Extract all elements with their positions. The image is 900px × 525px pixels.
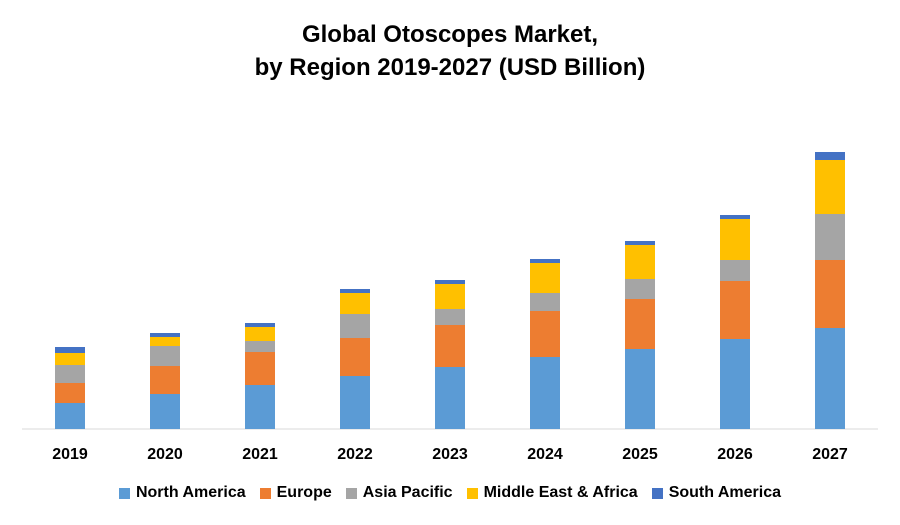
bar-2025-europe xyxy=(625,299,655,349)
bar-2023-europe xyxy=(435,325,465,367)
legend-item-asia-pacific: Asia Pacific xyxy=(345,484,453,502)
legend-label: Europe xyxy=(276,484,332,501)
bar-2022-south-america xyxy=(340,289,370,293)
bar-2019-middle-east-africa xyxy=(55,353,85,365)
legend-item-europe: Europe xyxy=(259,484,332,502)
bar-2027-south-america xyxy=(815,152,845,160)
bar-2027-europe xyxy=(815,260,845,328)
chart-title-line-1: Global Otoscopes Market, xyxy=(301,21,599,48)
legend-label: North America xyxy=(135,484,246,501)
legend-swatch xyxy=(259,487,271,499)
legend-swatch xyxy=(118,487,130,499)
bar-2019-europe xyxy=(55,383,85,403)
bar-2021-asia-pacific xyxy=(245,341,275,352)
legend-item-middle-east-africa: Middle East & Africa xyxy=(466,484,638,502)
bar-2026-europe xyxy=(720,281,750,339)
bar-2021-south-america xyxy=(245,323,275,327)
legend-item-north-america: North America xyxy=(118,484,246,502)
legend-label: Asia Pacific xyxy=(362,484,453,501)
bar-2024-middle-east-africa xyxy=(530,263,560,293)
bar-2020-south-america xyxy=(150,333,180,337)
bar-2024-north-america xyxy=(530,357,560,429)
x-tick-2019: 2019 xyxy=(52,446,88,463)
bar-2023-asia-pacific xyxy=(435,309,465,325)
legend-swatch xyxy=(651,487,663,499)
legend-item-south-america: South America xyxy=(651,484,782,502)
bar-2020-middle-east-africa xyxy=(150,337,180,346)
legend-swatch xyxy=(466,487,478,499)
bar-2026-middle-east-africa xyxy=(720,219,750,260)
legend-swatch xyxy=(345,487,357,499)
bar-2021-europe xyxy=(245,352,275,385)
bar-2020-north-america xyxy=(150,394,180,429)
x-tick-2025: 2025 xyxy=(622,446,658,463)
bar-2019-asia-pacific xyxy=(55,365,85,383)
bar-2019-north-america xyxy=(55,403,85,429)
bar-2027-middle-east-africa xyxy=(815,160,845,214)
bar-2022-asia-pacific xyxy=(340,314,370,338)
x-tick-labels: 2019 2020 2021 2022 2023 2024 2025 2026 2027 xyxy=(52,446,848,463)
x-tick-2026: 2026 xyxy=(717,446,753,463)
bar-2021-north-america xyxy=(245,385,275,429)
bar-2024-south-america xyxy=(530,259,560,263)
bar-2019-south-america xyxy=(55,347,85,353)
bar-2022-north-america xyxy=(340,376,370,429)
x-tick-2022: 2022 xyxy=(337,446,373,463)
bar-2025-middle-east-africa xyxy=(625,245,655,279)
bar-2026-asia-pacific xyxy=(720,260,750,281)
bar-2027-north-america xyxy=(815,328,845,429)
bar-2027-asia-pacific xyxy=(815,214,845,260)
bar-2025-south-america xyxy=(625,241,655,245)
bar-2025-asia-pacific xyxy=(625,279,655,299)
bar-2020-europe xyxy=(150,366,180,394)
bar-2025-north-america xyxy=(625,349,655,429)
bar-2022-europe xyxy=(340,338,370,376)
chart-title: Global Otoscopes Market, by Region 2019-… xyxy=(0,18,900,84)
bar-2020-asia-pacific xyxy=(150,346,180,366)
x-tick-2020: 2020 xyxy=(147,446,183,463)
x-tick-2023: 2023 xyxy=(432,446,468,463)
bar-2022-middle-east-africa xyxy=(340,293,370,314)
x-tick-2024: 2024 xyxy=(527,446,563,463)
bar-2021-middle-east-africa xyxy=(245,327,275,341)
legend: North America Europe Asia Pacific Middle Ea… xyxy=(0,484,900,502)
bar-2023-north-america xyxy=(435,367,465,429)
legend-label: South America xyxy=(668,484,782,501)
bars-group xyxy=(55,152,845,429)
legend-label: Middle East & Africa xyxy=(483,484,638,501)
bar-2026-south-america xyxy=(720,215,750,219)
bar-2024-europe xyxy=(530,311,560,357)
x-tick-2027: 2027 xyxy=(812,446,848,463)
bar-2023-middle-east-africa xyxy=(435,284,465,309)
chart-title-line-2: by Region 2019-2027 (USD Billion) xyxy=(254,54,646,81)
x-tick-2021: 2021 xyxy=(242,446,278,463)
bar-2024-asia-pacific xyxy=(530,293,560,311)
bar-2026-north-america xyxy=(720,339,750,429)
bar-2023-south-america xyxy=(435,280,465,284)
